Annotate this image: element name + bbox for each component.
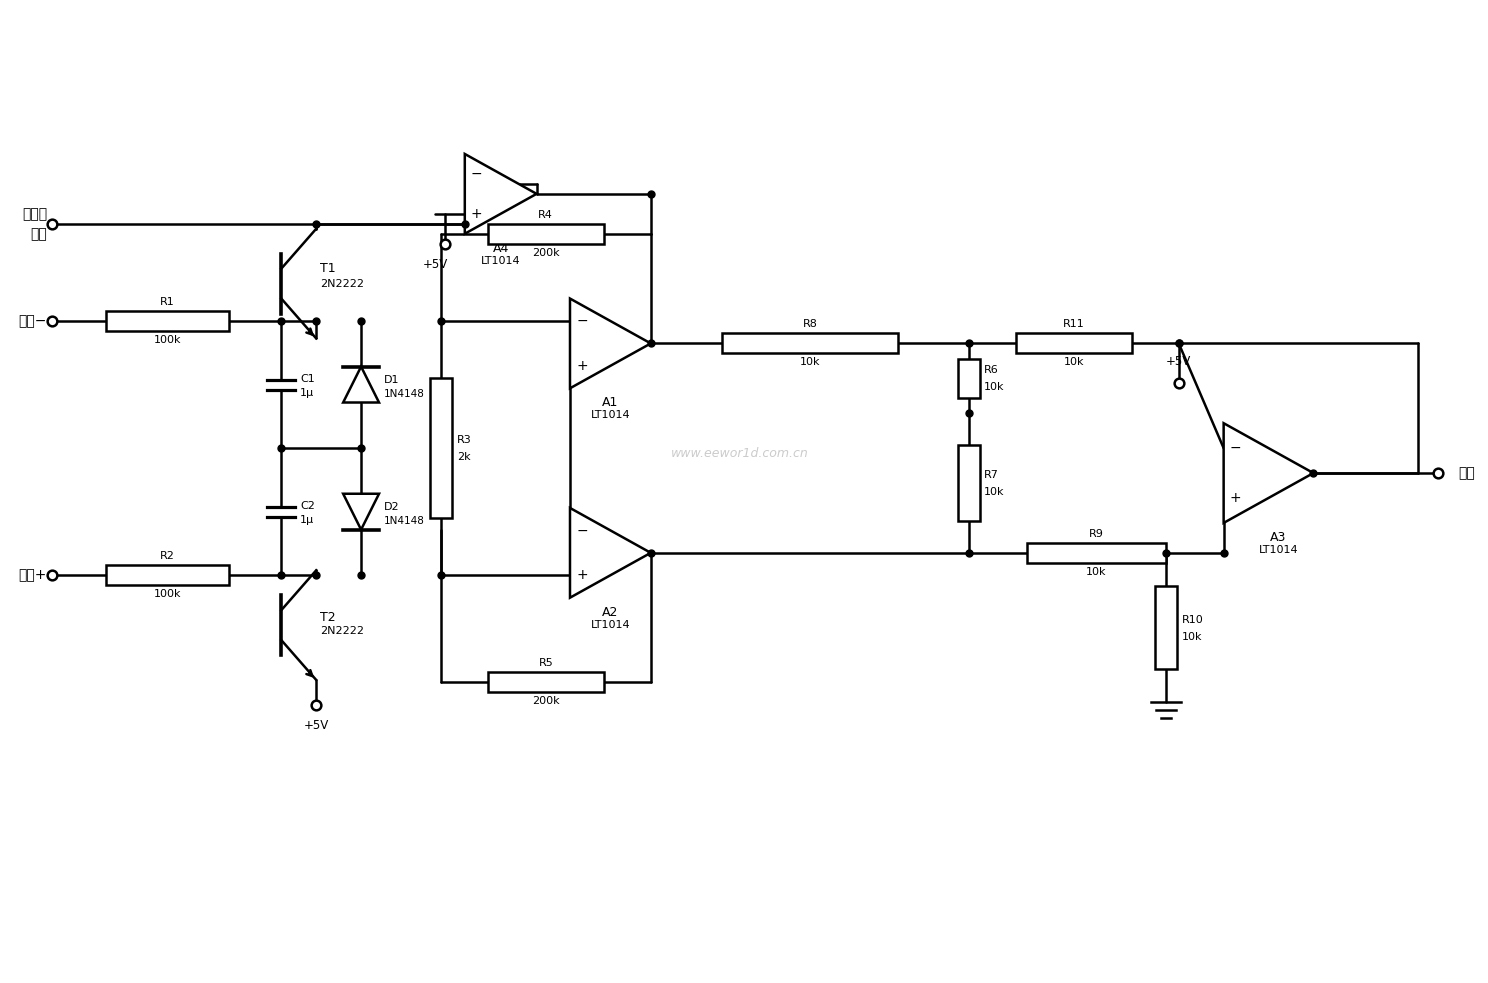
Polygon shape [570,299,650,388]
Bar [106,311,229,331]
Text: 输入+: 输入+ [19,568,48,582]
Text: R4: R4 [539,209,554,220]
Text: 10k: 10k [985,382,1004,392]
Text: R8: R8 [802,319,817,329]
Text: LT1014: LT1014 [591,410,631,420]
Text: 200k: 200k [533,696,559,707]
Text: R11: R11 [1064,319,1085,329]
Text: 1μ: 1μ [301,515,314,525]
Text: 输出: 输出 [1458,466,1475,480]
Text: 100k: 100k [153,589,182,600]
Bar [106,565,229,585]
Text: D2: D2 [384,501,400,512]
Text: R9: R9 [1089,529,1104,539]
Text: 200k: 200k [533,248,559,258]
Text: www.eewor1d.com.cn: www.eewor1d.com.cn [671,446,809,460]
Text: 10k: 10k [1181,632,1202,642]
Text: 到输入: 到输入 [22,206,48,221]
Text: −: − [1229,441,1241,455]
Polygon shape [464,154,537,234]
Text: +: + [576,568,588,582]
Text: C2: C2 [301,500,315,511]
Text: LT1014: LT1014 [591,619,631,630]
Text: R5: R5 [539,659,554,668]
Text: LT1014: LT1014 [481,256,521,265]
Text: 1N4148: 1N4148 [384,516,426,526]
Text: D1: D1 [384,375,399,384]
Text: 输入−: 输入− [19,314,48,328]
Text: +: + [1229,491,1241,505]
Text: +5V: +5V [423,258,448,270]
Text: −: − [470,167,482,181]
Text: −: − [576,523,588,538]
Text: R1: R1 [161,297,176,307]
Text: +: + [470,206,482,221]
Text: A4: A4 [493,242,509,255]
Text: 10k: 10k [985,487,1004,497]
Bar [723,333,897,354]
Text: 100k: 100k [153,335,182,345]
Text: +5V: +5V [304,719,329,732]
Polygon shape [1223,424,1314,523]
Text: T2: T2 [320,610,336,623]
Bar [1016,333,1132,354]
Text: R3: R3 [457,435,472,445]
Text: 10k: 10k [1086,567,1107,577]
Text: 电罆: 电罆 [30,227,48,241]
Text: 10k: 10k [1064,358,1085,368]
Bar [488,672,604,692]
Text: 1N4148: 1N4148 [384,388,426,398]
Text: 2k: 2k [457,452,470,462]
Bar [958,444,981,521]
Bar [488,224,604,244]
Text: 1μ: 1μ [301,387,314,397]
Text: LT1014: LT1014 [1259,545,1299,554]
Text: R10: R10 [1181,614,1204,624]
Text: A2: A2 [603,606,619,618]
Bar [1027,543,1167,563]
Polygon shape [344,367,379,402]
Polygon shape [344,493,379,530]
Bar [958,359,981,397]
Text: R2: R2 [161,551,176,561]
Text: +: + [576,359,588,373]
Text: 2N2222: 2N2222 [320,626,365,636]
Text: T1: T1 [320,262,336,275]
Text: A3: A3 [1271,531,1287,544]
Text: A1: A1 [603,396,619,409]
Text: +5V: +5V [1167,355,1192,369]
Polygon shape [570,508,650,598]
Text: R7: R7 [985,470,1000,480]
Text: −: − [576,314,588,328]
Text: C1: C1 [301,374,315,383]
Text: R6: R6 [985,366,998,376]
Text: 10k: 10k [801,358,820,368]
Text: 2N2222: 2N2222 [320,278,365,289]
Bar [1156,587,1177,668]
Bar [430,378,452,518]
